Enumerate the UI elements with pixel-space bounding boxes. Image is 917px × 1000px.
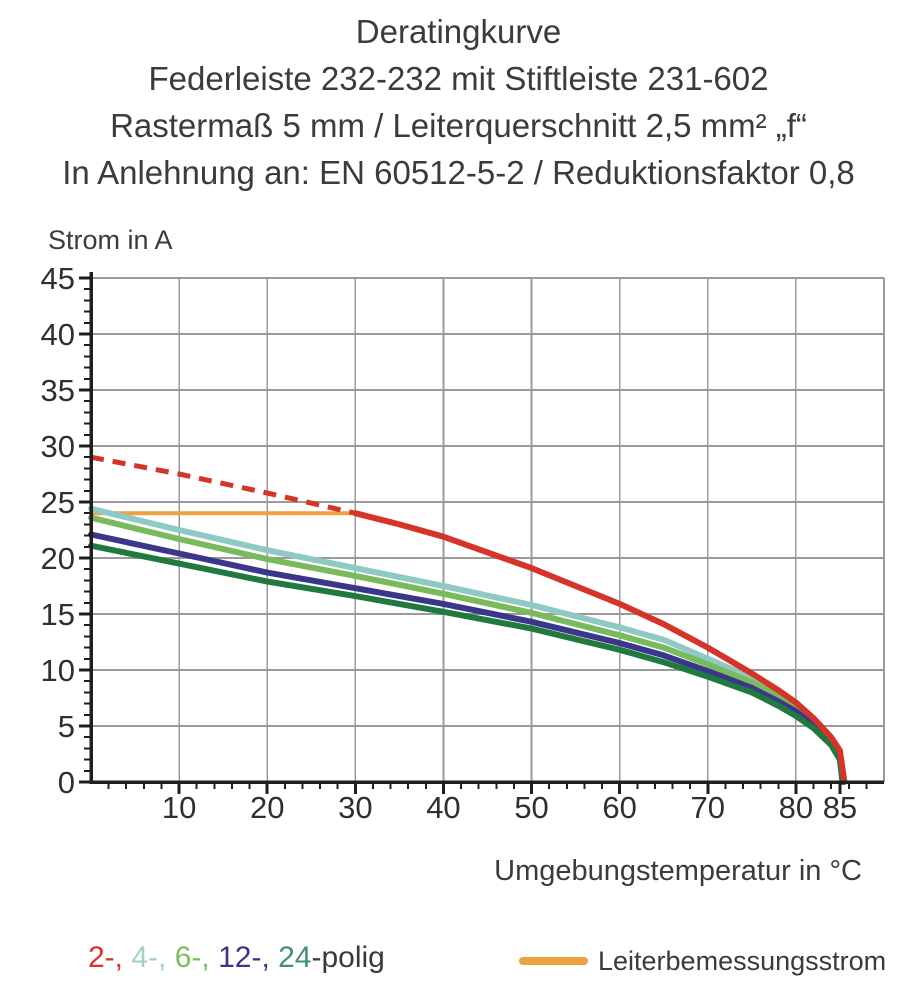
polig-legend-item: 4-, [131, 941, 175, 974]
title-block: Deratingkurve Federleiste 232-232 mit St… [0, 8, 917, 196]
svg-text:5: 5 [58, 709, 75, 744]
chart-subtitle-parts: Federleiste 232-232 mit Stiftleiste 231-… [148, 60, 769, 97]
chart-title: Deratingkurve [355, 13, 562, 50]
polig-legend-item: 2-, [88, 941, 132, 974]
svg-text:35: 35 [41, 373, 75, 408]
chart-subtitle-spec: Rastermaß 5 mm / Leiterquerschnitt 2,5 m… [110, 107, 807, 144]
svg-text:10: 10 [162, 790, 196, 825]
y-axis-title: Strom in A [48, 225, 173, 255]
polig-legend-suffix: -polig [311, 941, 385, 974]
svg-text:50: 50 [514, 790, 548, 825]
svg-text:80: 80 [779, 790, 813, 825]
polig-legend-item: 12-, [218, 941, 279, 974]
svg-text:0: 0 [58, 765, 75, 800]
svg-text:70: 70 [691, 790, 725, 825]
svg-text:40: 40 [426, 790, 460, 825]
x-axis-title: Umgebungstemperatur in °C [494, 855, 862, 887]
svg-text:20: 20 [250, 790, 284, 825]
polig-legend-item: 6-, [174, 941, 219, 974]
svg-text:60: 60 [602, 790, 636, 825]
svg-text:25: 25 [41, 485, 75, 520]
polig-legend: 2-, 4-, 6-, 12-, 24-polig [88, 941, 385, 975]
rated-current-line-swatch [519, 957, 588, 965]
svg-text:10: 10 [41, 653, 75, 688]
polig-legend-item: 24 [278, 941, 312, 974]
rated-current-legend: Leiterbemessungsstrom [519, 941, 886, 981]
svg-text:30: 30 [41, 429, 75, 464]
svg-text:15: 15 [41, 597, 75, 632]
svg-text:30: 30 [338, 790, 372, 825]
svg-text:85: 85 [823, 790, 857, 825]
svg-text:45: 45 [41, 261, 75, 296]
chart-subtitle-norm: In Anlehnung an: EN 60512-5-2 / Reduktio… [62, 154, 855, 191]
rated-current-label: Leiterbemessungsstrom [598, 945, 887, 976]
svg-text:20: 20 [41, 541, 75, 576]
svg-text:40: 40 [41, 317, 75, 352]
